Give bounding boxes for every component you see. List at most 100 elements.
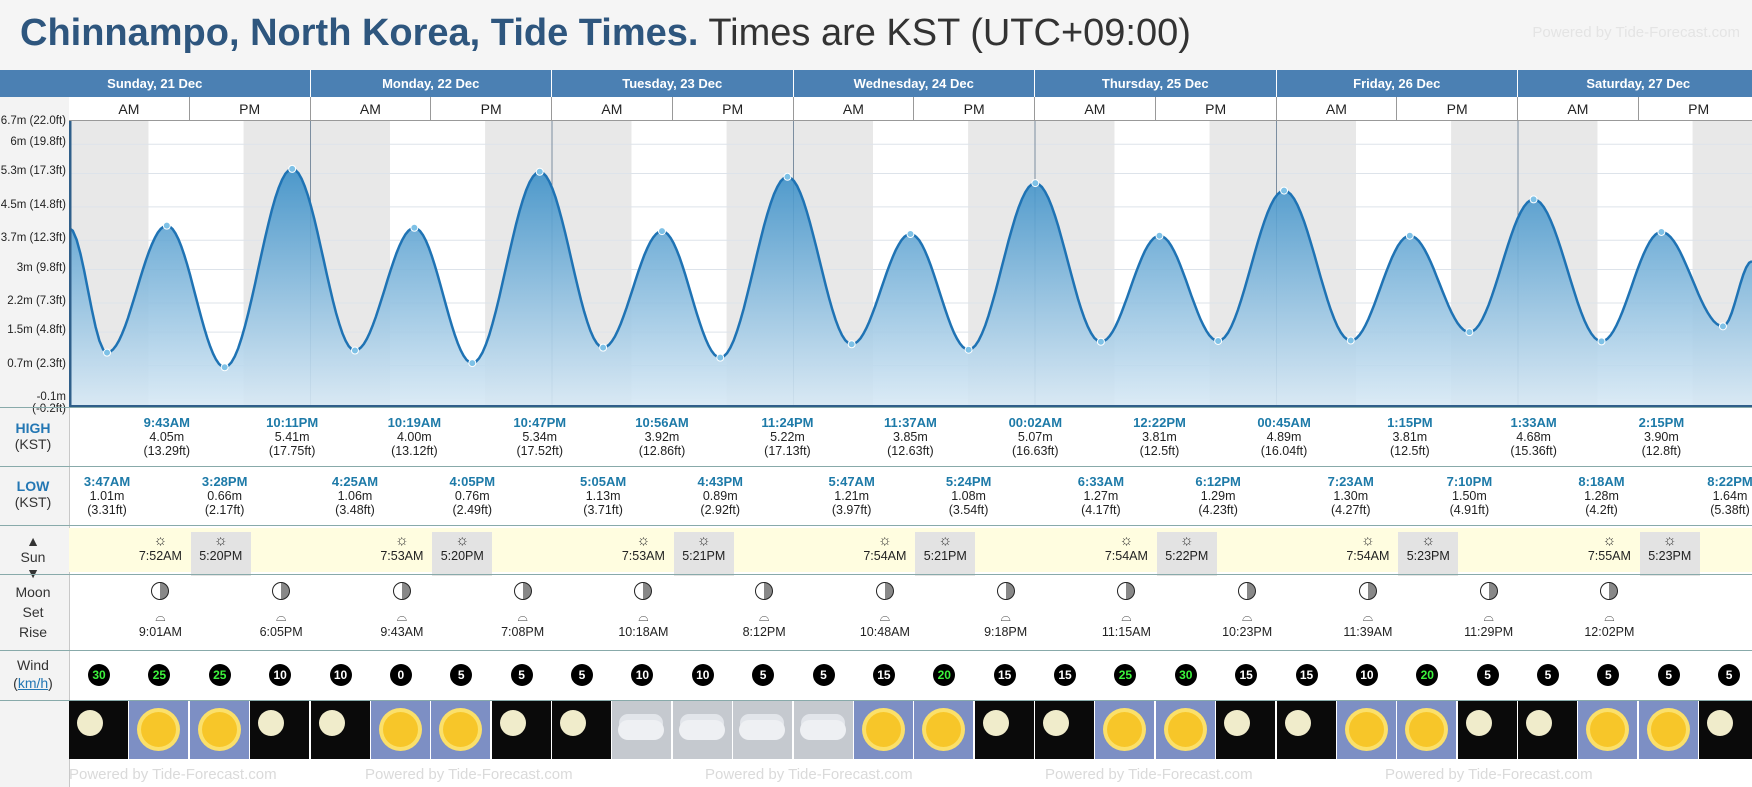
tide-point — [964, 345, 973, 354]
ampm-label: AM — [310, 97, 432, 121]
moon-phase-icon — [1600, 582, 1619, 600]
tide-point — [1657, 227, 1666, 236]
tide-point — [1280, 186, 1289, 195]
weather-icon — [672, 700, 732, 759]
moonrise-entry: ⌓ 12:02PM — [1579, 582, 1639, 639]
day-header[interactable]: Tuesday, 23 Dec — [552, 70, 794, 97]
high-tide-entry: 00:45AM 4.89m (16.04ft) — [1257, 415, 1311, 459]
sun-icon — [201, 712, 237, 747]
moon-phase-icon — [996, 582, 1015, 600]
wind-label: Wind (km/h) — [13, 657, 53, 691]
moonset-entry: ⌓ 7:08PM — [493, 582, 553, 639]
tide-point — [1718, 322, 1727, 331]
y-axis-label: 2.2m (7.3ft) — [7, 294, 66, 307]
sunrise-entry: ☼ 7:54AM — [1346, 532, 1390, 563]
header-bar: Chinnampo, North Korea, Tide Times. Time… — [0, 0, 1752, 70]
day-header[interactable]: Wednesday, 24 Dec — [793, 70, 1035, 97]
wind-speed-badge: 5 — [571, 664, 593, 686]
moon-icon — [1284, 710, 1311, 736]
ampm-label: AM — [1035, 97, 1156, 121]
daylight-band — [1035, 528, 1277, 572]
daylight-band — [793, 528, 1035, 572]
weather-icon — [552, 700, 611, 759]
y-axis-label: 0.7m (2.3ft) — [7, 357, 66, 370]
wind-entry: 10 — [250, 664, 310, 686]
sun-icon — [1167, 712, 1203, 747]
wind-speed-badge: 15 — [1235, 664, 1258, 686]
moon-icon — [318, 710, 345, 736]
wind-entry: 10 — [1337, 664, 1397, 686]
low-tide-entry: 7:23AM 1.30m (4.27ft) — [1327, 474, 1374, 518]
sunrise-entry: ☼ 7:55AM — [1587, 532, 1631, 563]
day-header[interactable]: Friday, 26 Dec — [1276, 70, 1518, 97]
wind-speed-badge: 5 — [1657, 664, 1680, 686]
sunset-entry: ☼ 5:23PM — [1398, 532, 1459, 576]
tide-point — [599, 343, 608, 352]
y-axis-label: -0.1m (-0.2ft) — [32, 391, 66, 415]
sun-icon — [926, 712, 962, 747]
footer-powered: Powered by Tide-Forecast.com — [705, 766, 913, 783]
high-tide-entry: 1:33AM 4.68m (15.36ft) — [1510, 415, 1557, 459]
day-header[interactable]: Monday, 22 Dec — [310, 70, 552, 97]
tide-point — [1597, 337, 1606, 346]
low-tide-entry: 4:05PM 0.76m (2.49ft) — [449, 474, 496, 518]
wind-speed-badge: 5 — [1718, 664, 1741, 686]
wind-unit-link[interactable]: km/h — [17, 675, 49, 691]
weather-icon — [733, 700, 793, 759]
moon-phase-icon — [272, 582, 291, 600]
sunrise-entry: ☼ 7:52AM — [138, 532, 182, 563]
moon-phase-icon — [513, 582, 532, 600]
moon-icon — [77, 710, 103, 736]
moon-phase-icon — [755, 582, 774, 600]
wind-speed-badge: 10 — [329, 664, 352, 686]
sunset-entry: ☼ 5:21PM — [915, 532, 976, 576]
weather-icon — [370, 700, 430, 759]
weather-icon — [1397, 700, 1457, 759]
tide-point — [1096, 337, 1105, 346]
sunset-entry: ☼ 5:20PM — [190, 532, 251, 576]
day-header[interactable]: Thursday, 25 Dec — [1035, 70, 1277, 97]
moon-icon — [1465, 710, 1492, 736]
low-label: LOW (KST) — [14, 478, 52, 510]
low-tide-entry: 3:28PM 0.66m (2.17ft) — [201, 474, 248, 518]
moonset-entry: ⌓ 6:05PM — [251, 582, 311, 639]
wind-speed-badge: 15 — [1054, 664, 1076, 686]
row-separator — [0, 407, 1752, 408]
weather-icon — [1095, 700, 1155, 759]
tide-point — [468, 359, 477, 368]
low-tide-entry: 3:47AM 1.01m (3.31ft) — [83, 474, 131, 518]
weather-icon — [1518, 700, 1577, 759]
wind-speed-badge: 5 — [812, 664, 835, 686]
sunrise-entry: ☼ 7:54AM — [1104, 532, 1148, 563]
weather-icon — [914, 700, 974, 759]
moonrise-entry: ⌓ 9:01AM — [130, 582, 190, 639]
moon-icon — [1526, 710, 1552, 736]
moonrise-entry: ⌓ 9:43AM — [372, 582, 432, 639]
wind-speed-badge: 15 — [872, 664, 895, 686]
weather-icon — [1699, 700, 1752, 759]
wind-speed-badge: 5 — [1537, 664, 1559, 686]
weather-icon — [1155, 700, 1215, 759]
sun-icon — [382, 712, 418, 747]
wind-entry: 5 — [1639, 664, 1699, 686]
weather-icon — [129, 700, 189, 759]
high-label: HIGH (KST) — [14, 420, 52, 452]
weather-icon — [1336, 700, 1396, 759]
day-header[interactable]: Sunday, 21 Dec — [0, 70, 311, 97]
tide-point — [1031, 179, 1040, 188]
wind-speed-badge: 10 — [691, 664, 714, 686]
day-header[interactable]: Saturday, 27 Dec — [1518, 70, 1752, 97]
low-tide-entry: 8:22PM 1.64m (5.38ft) — [1707, 474, 1752, 518]
tide-point — [1465, 328, 1474, 337]
cloud-icon — [799, 720, 846, 740]
sun-icon — [1107, 712, 1143, 747]
daylight-band — [1276, 528, 1518, 572]
moon-phase-icon — [634, 582, 653, 600]
title-place: Chinnampo, North Korea, Tide Times. — [20, 12, 699, 54]
wind-speed-badge: 5 — [450, 664, 473, 686]
weather-icon — [1035, 700, 1094, 759]
wind-speed-badge: 25 — [208, 664, 231, 686]
powered-by-top: Powered by Tide-Forecast.com — [1532, 24, 1740, 41]
high-tide-entry: 10:56AM 3.92m (12.86ft) — [635, 415, 689, 459]
sunrise-entry: ☼ 7:53AM — [380, 532, 424, 563]
